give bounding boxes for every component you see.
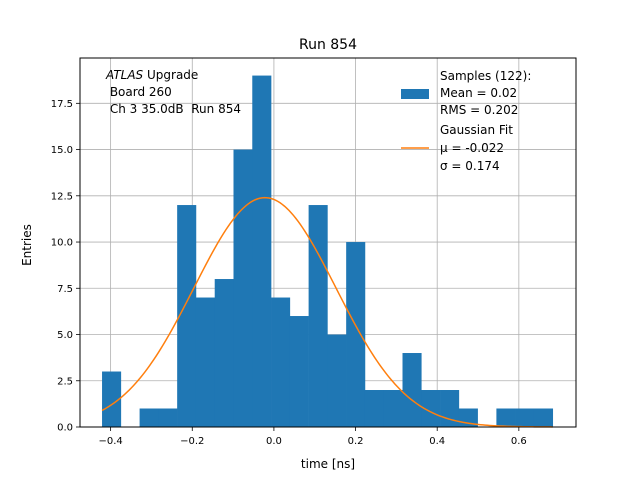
annotation-line-1: ATLAS Upgrade <box>105 68 198 82</box>
x-tick-label: 0.2 <box>348 436 364 447</box>
y-tick-label: 0.0 <box>57 423 73 434</box>
y-tick-label: 5.0 <box>57 330 73 341</box>
y-tick-label: 10.0 <box>51 238 73 249</box>
legend-fit-label: Gaussian Fit <box>440 123 513 137</box>
chart-title: Run 854 <box>299 37 357 53</box>
histogram-bars <box>102 75 554 428</box>
histogram-bar <box>308 205 328 427</box>
histogram-bar <box>177 205 197 427</box>
grid-lines <box>80 58 576 428</box>
legend-samples-rms: RMS = 0.202 <box>440 103 518 117</box>
legend-samples-mean: Mean = 0.02 <box>440 86 517 100</box>
atlas-label: ATLAS <box>105 68 144 82</box>
histogram-bar <box>139 408 159 427</box>
y-tick-label: 17.5 <box>51 99 73 110</box>
annotation-line-3: Ch 3 35.0dB Run 854 <box>106 102 241 116</box>
plot-area-frame <box>79 57 577 428</box>
annotation-text: ATLAS Upgrade Board 260 Ch 3 35.0dB Run … <box>105 68 241 116</box>
upgrade-label: Upgrade <box>143 68 198 82</box>
histogram-bar <box>195 297 216 427</box>
legend-fit-sigma: σ = 0.174 <box>440 159 500 173</box>
histogram-bar <box>383 390 403 427</box>
y-tick-label: 15.0 <box>51 145 73 156</box>
histogram-bar <box>496 408 516 427</box>
legend-fit-mu: μ = -0.022 <box>440 141 504 155</box>
y-tick-label: 7.5 <box>57 284 73 295</box>
histogram-bar <box>214 279 234 427</box>
histogram-bar <box>233 149 253 427</box>
legend: Samples (122): Mean = 0.02 RMS = 0.202 G… <box>401 69 531 173</box>
legend-swatch-samples <box>401 89 429 99</box>
x-axis-label: time [ns] <box>301 457 355 471</box>
histogram-bar <box>252 75 272 428</box>
legend-samples-label: Samples (122): <box>440 69 531 83</box>
axis-ticks: −0.4 −0.2 0.0 0.2 0.4 0.6 0.0 2.5 5.0 7.5 10.0 12.5… <box>51 99 527 447</box>
x-tick-label: 0.0 <box>266 436 282 447</box>
histogram-bar <box>421 390 441 427</box>
histogram-bar <box>533 408 554 427</box>
gaussian-fit-curve <box>101 196 553 428</box>
y-tick-label: 12.5 <box>51 191 73 202</box>
histogram-bar <box>327 334 347 427</box>
gaussian-fit <box>101 196 553 428</box>
histogram-bar <box>515 408 535 427</box>
x-tick-label: −0.4 <box>98 436 122 447</box>
x-tick-label: 0.6 <box>511 436 527 447</box>
x-tick-label: 0.4 <box>429 436 445 447</box>
y-tick-label: 2.5 <box>57 376 73 387</box>
y-axis-label: Entries <box>20 224 34 266</box>
x-tick-label: −0.2 <box>180 436 204 447</box>
histogram-bar <box>402 353 422 427</box>
histogram-bar <box>271 297 291 427</box>
histogram-bar <box>364 390 385 427</box>
histogram-bar <box>158 408 178 427</box>
histogram-bar <box>346 242 366 427</box>
annotation-line-2: Board 260 <box>106 85 172 99</box>
histogram-bar <box>289 316 309 427</box>
histogram-bar <box>102 371 122 427</box>
